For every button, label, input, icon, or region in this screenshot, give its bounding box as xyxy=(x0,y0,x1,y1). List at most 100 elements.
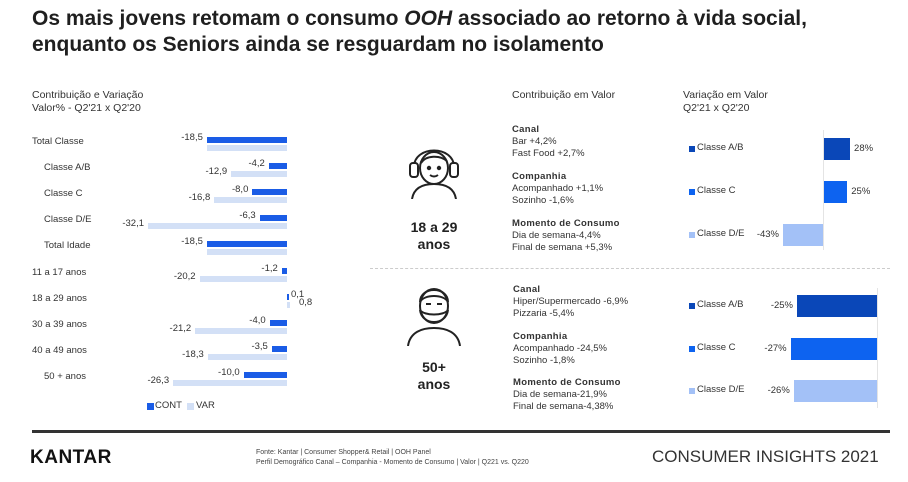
block-title: Companhia xyxy=(513,331,568,342)
cont-bar xyxy=(206,137,287,143)
category-label: 40 a 49 anos xyxy=(32,344,87,356)
legend-swatch xyxy=(689,146,695,152)
contrib-header: Contribuição em Valor xyxy=(512,89,616,101)
variation-title: Variação em Valor xyxy=(683,89,768,101)
cont-value-label: -8,0 xyxy=(231,184,249,196)
contrib-block-canal: Canal Hiper/Supermercado -6,9% Pizzaria -5… xyxy=(513,284,628,320)
category-label: Total Classe xyxy=(32,136,84,147)
variation-bar xyxy=(783,224,823,246)
variation-value-label: -26% xyxy=(767,385,790,396)
young-age-line1: 18 a 29 xyxy=(410,219,458,235)
block-line: Dia de semana-4,4% xyxy=(512,230,601,241)
variation-bar xyxy=(793,380,877,402)
cont-bar xyxy=(252,189,287,196)
class-label: Classe C xyxy=(697,185,736,196)
cont-value-label: -6,3 xyxy=(239,210,256,222)
senior-age-line2: anos xyxy=(417,376,451,392)
var-value-label: -16,8 xyxy=(188,192,211,204)
class-label: Classe A/B xyxy=(697,142,744,153)
cont-value-label: -18,5 xyxy=(181,236,203,248)
title-emph: OOH xyxy=(404,7,453,30)
legend-var-label: VAR xyxy=(196,400,215,411)
var-value-label: -20,2 xyxy=(173,270,196,282)
page-title: Os mais jovens retomam o consumo OOH ass… xyxy=(32,6,902,58)
consumer-insights-brand: CONSUMER INSIGHTS 2021 xyxy=(652,447,879,466)
variation-bar xyxy=(824,181,848,203)
cont-bar xyxy=(268,163,287,170)
contrib-block-companhia: Companhia Acompanhado -24,5% Sozinho -1,8% xyxy=(513,331,607,367)
block-line: Final de semana +5,3% xyxy=(512,242,613,253)
cont-bar xyxy=(287,293,289,300)
title-line2: enquanto os Seniors ainda se resguardam … xyxy=(32,33,604,56)
category-label: Total Idade xyxy=(44,240,91,252)
left-chart-title: Contribuição e Variação Valor% - Q2'21 x … xyxy=(32,89,143,115)
cont-bar xyxy=(269,319,287,326)
cont-value-label: -3,5 xyxy=(251,340,268,352)
category-label: 30 a 39 anos xyxy=(32,318,87,330)
legend-swatch xyxy=(689,189,695,195)
variation-value-label: -27% xyxy=(764,343,787,354)
senior-age-line1: 50+ xyxy=(422,359,446,375)
cont-bar xyxy=(206,241,287,248)
block-title: Canal xyxy=(513,284,541,295)
legend-var-swatch xyxy=(187,403,194,410)
variation-value-label: -43% xyxy=(756,229,779,240)
axis-line xyxy=(877,288,878,408)
legend-swatch xyxy=(689,346,695,352)
cont-bar xyxy=(243,371,287,378)
block-line: Sozinho -1,8% xyxy=(513,355,575,366)
footer-rule xyxy=(32,430,890,433)
class-label: Classe A/B xyxy=(697,299,744,310)
block-line: Sozinho -1,6% xyxy=(512,195,574,206)
young-person-headphones-icon xyxy=(409,149,459,199)
source-line1: Fonte: Kantar | Consumer Shopper& Retail… xyxy=(256,449,431,456)
block-line: Acompanhado +1,1% xyxy=(512,183,604,194)
section-divider xyxy=(370,268,890,269)
left-chart-subtitle: Valor% - Q2'21 x Q2'20 xyxy=(32,102,141,114)
young-age-line2: anos xyxy=(417,236,451,252)
variation-value-label: 28% xyxy=(854,143,874,154)
variation-bar xyxy=(790,338,877,360)
variation-bar xyxy=(824,138,851,160)
var-bar xyxy=(206,249,287,256)
block-title: Momento de Consumo xyxy=(513,377,621,388)
cont-bar xyxy=(281,267,287,274)
class-label: Classe D/E xyxy=(697,228,745,239)
contrib-block-momento-de-consumo: Momento de Consumo Dia de semana-4,4% Fina… xyxy=(512,218,620,254)
title-part1: Os mais jovens retomam o consumo xyxy=(32,7,405,30)
category-label: 11 a 17 anos xyxy=(32,266,87,278)
variation-value-label: 25% xyxy=(851,186,871,197)
contrib-block-canal: Canal Bar +4,2% Fast Food +2,7% xyxy=(512,124,585,160)
var-bar xyxy=(173,379,287,386)
legend-cont-swatch xyxy=(147,403,154,410)
cont-bar xyxy=(259,215,287,222)
var-value-label: -18,3 xyxy=(182,348,204,360)
category-label: 50 + anos xyxy=(44,370,86,382)
cont-value-label: 0,1 xyxy=(291,288,305,300)
contrib-block-companhia: Companhia Acompanhado +1,1% Sozinho -1,6% xyxy=(512,171,603,207)
var-bar xyxy=(199,275,287,282)
block-title: Companhia xyxy=(512,171,567,182)
var-value-label: -12,9 xyxy=(205,166,228,178)
senior-age-label: 50+ anos xyxy=(394,359,474,393)
young-age-label: 18 a 29 anos xyxy=(394,219,474,253)
block-line: Hiper/Supermercado -6,9% xyxy=(513,296,629,307)
var-value-label: 0,8 xyxy=(299,296,313,308)
cont-value-label: -18,5 xyxy=(181,132,203,143)
source-line2: Perfil Demográfico Canal – Companhia - M… xyxy=(256,459,529,466)
category-label: Classe D/E xyxy=(44,214,92,226)
var-bar xyxy=(287,301,291,308)
variation-bar xyxy=(797,295,877,317)
var-bar xyxy=(148,223,287,230)
class-label: Classe C xyxy=(697,342,736,353)
var-bar xyxy=(206,145,287,151)
block-line: Acompanhado -24,5% xyxy=(513,343,608,354)
kantar-logo: KANTAR xyxy=(30,447,112,468)
var-bar xyxy=(195,327,287,334)
class-label: Classe D/E xyxy=(697,384,745,395)
cont-bar xyxy=(271,345,287,352)
var-value-label: -21,2 xyxy=(169,322,192,334)
category-label: Classe A/B xyxy=(44,162,91,174)
category-label: 18 a 29 anos xyxy=(32,292,87,304)
